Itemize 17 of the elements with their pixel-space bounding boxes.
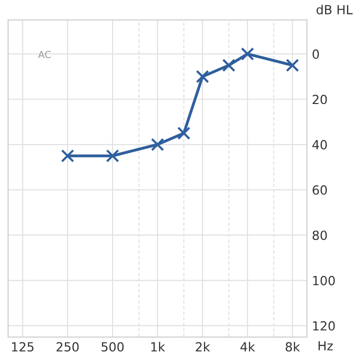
y-tick-label: 100 [313,276,335,286]
y-tick-label: 120 [313,321,335,331]
y-tick-label: 80 [312,230,327,240]
y-tick-label: 20 [312,94,327,104]
annotation: AC [38,50,51,58]
x-tick-label: 1k [151,342,166,352]
y-tick-label: 0 [312,49,319,59]
x-axis-title: Hz [318,341,333,350]
y-axis-title: dB HL [316,4,353,14]
x-tick-label: 2k [196,342,210,352]
x-tick-label: 125 [12,342,34,352]
y-tick-label: 60 [312,185,327,195]
x-tick-label: 4k [240,342,256,352]
x-tick-label: 8k [286,342,300,352]
y-tick-label: 40 [312,140,327,150]
x-tick-label: 250 [56,342,79,352]
x-tick-label: 500 [102,342,124,352]
